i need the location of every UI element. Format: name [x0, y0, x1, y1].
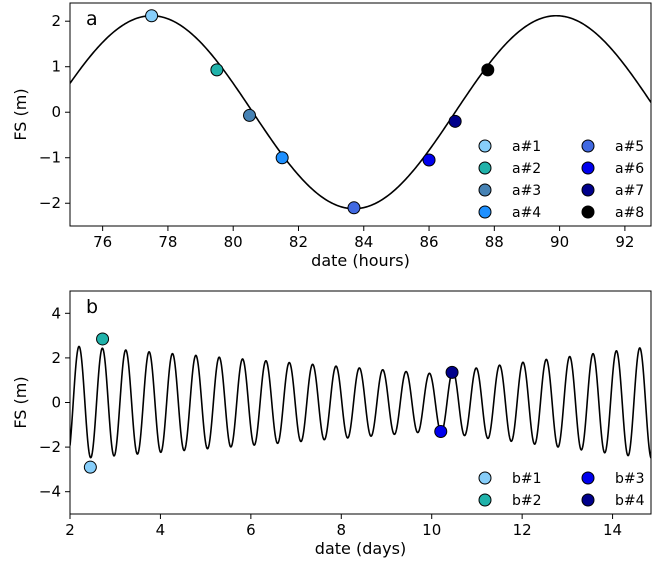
- x-tick-label: 92: [615, 233, 634, 251]
- panel-a: 76 78 80 82 84 86 88 90 92 −2 −1 0 1 2 date (hours) FS …: [11, 2, 652, 270]
- x-tick-label: 80: [224, 233, 243, 251]
- legend-label: a#8: [615, 205, 644, 221]
- legend-label: a#6: [615, 161, 644, 177]
- legend-marker: [581, 493, 595, 507]
- x-axis-label: date (hours): [311, 251, 410, 270]
- x-tick-label: 4: [156, 521, 166, 539]
- marker-b-3: [434, 424, 448, 438]
- panel-letter: b: [86, 296, 98, 318]
- legend-marker: [581, 161, 595, 175]
- legend-label: b#4: [615, 493, 645, 509]
- x-tick-label: 82: [289, 233, 308, 251]
- legend-label: a#7: [615, 183, 644, 199]
- y-tick-label: 2: [51, 12, 61, 30]
- legend-label: b#1: [512, 471, 542, 487]
- x-tick-label: 8: [337, 521, 347, 539]
- marker-a-5: [347, 201, 361, 215]
- marker-b-2: [96, 332, 110, 346]
- y-tick-label: −2: [39, 438, 61, 456]
- series-line: [70, 14, 651, 210]
- x-tick-label: 6: [246, 521, 256, 539]
- y-tick-label: −4: [39, 483, 61, 501]
- x-axis-label: date (days): [315, 539, 406, 558]
- x-tick-label: 88: [485, 233, 504, 251]
- y-tick-label: −2: [39, 194, 61, 212]
- legend-marker: [478, 183, 492, 197]
- y-tick-label: −1: [39, 149, 61, 167]
- legend-label: b#2: [512, 493, 542, 509]
- marker-a-7: [448, 114, 462, 128]
- x-tick-label: 86: [419, 233, 438, 251]
- y-axis-label: FS (m): [11, 88, 30, 140]
- marker-a-6: [422, 153, 436, 167]
- legend-label: a#1: [512, 139, 541, 155]
- marker-b-4: [445, 365, 459, 379]
- marker-a-3: [243, 108, 257, 122]
- legend-label: a#2: [512, 161, 541, 177]
- x-tick-label: 14: [603, 521, 622, 539]
- legend: a#1 a#2 a#3 a#4 a#5 a#6 a#7 a#8: [478, 139, 644, 221]
- legend-marker: [478, 471, 492, 485]
- legend-label: b#3: [615, 471, 645, 487]
- marker-a-8: [481, 63, 495, 77]
- x-tick-label: 90: [550, 233, 569, 251]
- axes-frame: [69, 2, 652, 227]
- y-tick-label: 4: [51, 304, 61, 322]
- x-tick-label: 78: [158, 233, 177, 251]
- legend-label: a#3: [512, 183, 541, 199]
- y-axis-label: FS (m): [11, 376, 30, 428]
- x-tick-label: 76: [93, 233, 112, 251]
- legend-marker: [478, 161, 492, 175]
- legend-marker: [581, 139, 595, 153]
- marker-a-2: [210, 63, 224, 77]
- y-tick-label: 1: [51, 58, 61, 76]
- marker-a-1: [145, 9, 159, 23]
- panel-letter: a: [86, 8, 98, 30]
- series-line: [70, 345, 651, 459]
- y-tick-label: 0: [51, 394, 61, 412]
- legend-marker: [581, 183, 595, 197]
- legend-marker: [478, 205, 492, 219]
- legend-label: a#4: [512, 205, 541, 221]
- legend: b#1 b#2 b#3 b#4: [478, 471, 645, 509]
- y-tick-label: 2: [51, 349, 61, 367]
- legend-marker: [478, 139, 492, 153]
- legend-marker: [581, 471, 595, 485]
- x-tick-label: 84: [354, 233, 373, 251]
- marker-a-4: [275, 151, 289, 165]
- x-tick-label: 2: [65, 521, 75, 539]
- legend-marker: [478, 493, 492, 507]
- marker-b-1: [83, 460, 97, 474]
- x-tick-label: 10: [422, 521, 441, 539]
- y-tick-label: 0: [51, 103, 61, 121]
- legend-label: a#5: [615, 139, 644, 155]
- x-tick-label: 12: [513, 521, 532, 539]
- legend-marker: [581, 205, 595, 219]
